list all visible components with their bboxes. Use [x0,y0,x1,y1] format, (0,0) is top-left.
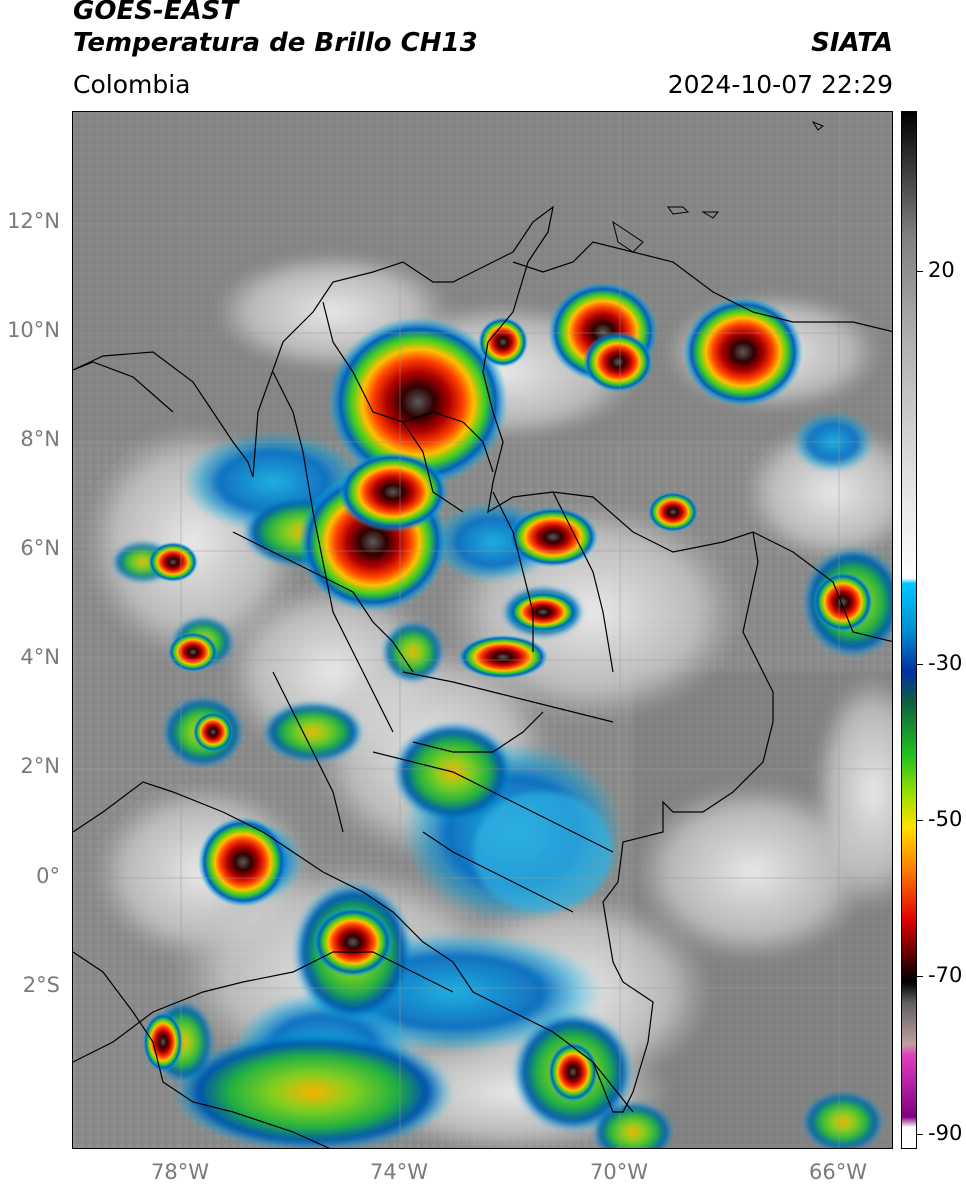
colorbar-tick [917,976,923,977]
colorbar-label: -30 [928,651,963,675]
lon-label: 74°W [370,1160,428,1184]
region-label: Colombia [73,70,191,99]
storm-cell [168,632,218,672]
colorbar-label: -90 [928,1121,963,1145]
colorbar-tick [917,820,923,821]
lat-label: 4°N [20,645,60,669]
graticule [73,112,892,1148]
lon-label: 66°W [809,1160,867,1184]
storm-cell [148,542,198,582]
storm-cell [548,1042,598,1102]
lat-label: 10°N [7,318,60,342]
storm-cell [198,817,288,907]
lat-label: 2°N [20,754,60,778]
product-title: Temperatura de Brillo CH13 [73,28,478,58]
lat-label: 8°N [20,427,60,451]
colorbar-label: -50 [928,807,963,831]
map-canvas [73,112,892,1148]
lat-label: 2°S [22,973,60,997]
storm-cell [478,317,528,367]
lat-label: 6°N [20,536,60,560]
lat-label: 0° [36,864,60,888]
storm-cell [508,507,598,567]
colorbar-tick [917,664,923,665]
lon-label: 70°W [590,1160,648,1184]
storm-cell [583,332,653,392]
source-label: SIATA [811,28,893,58]
colorbar-label: -70 [928,963,963,987]
country-borders [73,205,892,1148]
colorbar-tick [917,1134,923,1135]
storm-cell [683,297,803,407]
lat-label: 12°N [7,209,60,233]
storm-cell [143,1012,183,1072]
storm-cell [648,492,698,532]
colorbar-tick [917,271,923,272]
storm-cell [508,592,578,632]
islands [612,120,824,253]
satellite-map [72,111,893,1149]
storm-cell [193,712,233,752]
colorbar [901,111,917,1149]
storm-cell [328,317,508,487]
lon-label: 78°W [151,1160,209,1184]
storm-cells [143,282,873,1102]
storm-cell [313,907,393,977]
datetime-label: 2024-10-07 22:29 [667,70,893,99]
storm-cell [338,452,448,532]
storm-cell [813,572,873,632]
colorbar-label: 20 [928,258,955,282]
satellite-title: GOES-EAST [73,0,239,26]
storm-cell [458,635,548,679]
